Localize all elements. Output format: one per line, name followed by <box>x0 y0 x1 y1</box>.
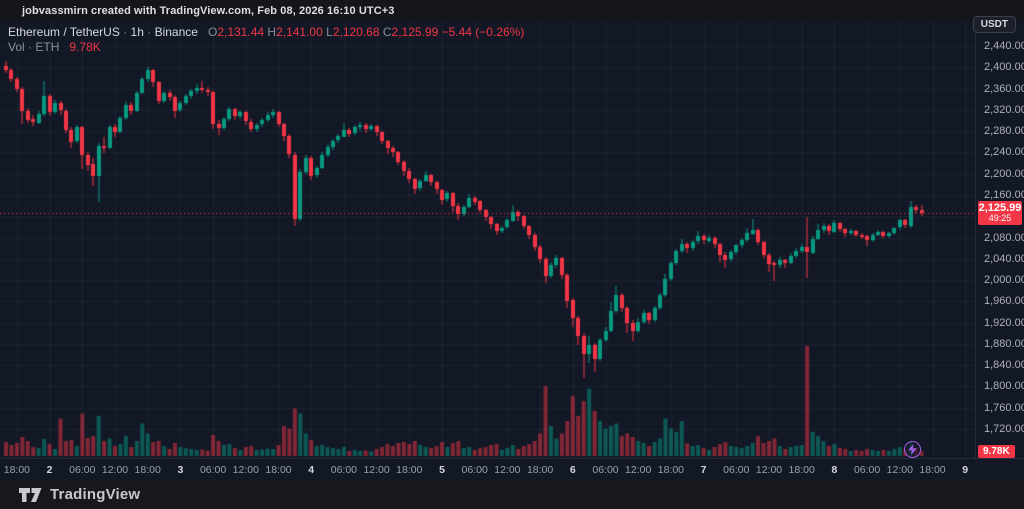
currency-unit-button[interactable]: USDT <box>972 16 1016 33</box>
time-tick-label: 12:00 <box>101 464 129 476</box>
time-tick-day-label: 8 <box>831 464 838 476</box>
interval-label[interactable]: 1h <box>130 25 144 39</box>
high-value: 2,141.00 <box>276 25 323 39</box>
close-label: C <box>382 25 392 39</box>
time-tick-label: 18:00 <box>396 464 423 476</box>
open-value: 2,131.44 <box>217 25 265 39</box>
time-tick-day-label: 4 <box>308 464 315 476</box>
price-tick-label: 2,040.00 <box>984 252 1024 265</box>
change-value: −5.44 (−0.26%) <box>441 25 525 39</box>
price-tick-label: 1,880.00 <box>984 337 1024 350</box>
price-tick-label: 2,360.00 <box>984 82 1024 95</box>
time-tick-day-label: 7 <box>700 464 707 476</box>
price-tick-label: 1,920.00 <box>984 316 1024 329</box>
attribution-bar: jobvassmirn created with TradingView.com… <box>0 0 1024 22</box>
time-tick-label: 12:00 <box>886 464 913 476</box>
close-value: 2,125.99 <box>391 25 439 39</box>
high-label: H <box>267 25 277 39</box>
price-tick-label: 1,960.00 <box>984 295 1024 308</box>
volume-value: 9.78K <box>69 40 101 54</box>
time-tick-label: 18:00 <box>265 464 292 476</box>
time-tick-label: 06:00 <box>199 464 227 476</box>
price-tick-label: 1,840.00 <box>984 359 1024 372</box>
price-tick-label: 2,440.00 <box>984 40 1024 52</box>
price-chart-canvas[interactable] <box>0 22 975 458</box>
open-label: O <box>207 25 218 39</box>
brand-bar: TradingView <box>0 480 1024 509</box>
attribution-text: jobvassmirn created with TradingView.com… <box>22 5 395 17</box>
time-tick-label: 12:00 <box>232 464 259 476</box>
price-tick-label: 2,000.00 <box>984 274 1024 287</box>
price-tick-label: 2,320.00 <box>984 103 1024 116</box>
time-tick-label: 06:00 <box>853 464 881 476</box>
time-tick-label: 06:00 <box>723 464 750 476</box>
last-price-label: 2,125.99 49:25 <box>978 201 1022 226</box>
legend-symbol-row: Ethereum / TetherUS · 1h · Binance O2,13… <box>8 25 525 39</box>
time-tick-label: 18:00 <box>134 464 161 476</box>
time-tick-label: 12:00 <box>494 464 521 476</box>
time-tick-label: 18:00 <box>657 464 685 476</box>
price-tick-label: 2,200.00 <box>984 167 1024 180</box>
legend-volume-row: Vol · ETH 9.78K <box>8 40 101 54</box>
price-tick-label: 2,080.00 <box>984 231 1024 244</box>
time-tick-label: 12:00 <box>625 464 652 476</box>
time-tick-day-label: 3 <box>177 464 184 476</box>
time-tick-label: 12:00 <box>755 464 783 476</box>
symbol-title[interactable]: Ethereum / TetherUS <box>8 25 120 39</box>
volume-asset: ETH <box>35 40 60 54</box>
low-value: 2,120.68 <box>332 25 380 39</box>
time-tick-label: 12:00 <box>363 464 390 476</box>
tradingview-logo[interactable]: TradingView <box>19 486 140 503</box>
time-tick-day-label: 2 <box>46 464 53 476</box>
time-tick-label: 18:00 <box>526 464 554 476</box>
price-tick-label: 1,720.00 <box>984 423 1024 435</box>
time-tick-day-label: 6 <box>569 464 576 476</box>
lightning-icon <box>907 444 917 455</box>
time-tick-label: 06:00 <box>461 464 488 476</box>
price-tick-label: 2,280.00 <box>984 125 1024 138</box>
tradingview-wordmark: TradingView <box>50 486 141 503</box>
price-tick-label: 2,160.00 <box>984 188 1024 201</box>
time-tick-label: 18:00 <box>919 464 946 476</box>
volume-label[interactable]: Vol <box>8 40 25 54</box>
time-tick-label: 18:00 <box>788 464 815 476</box>
time-axis[interactable]: 18:00 2 06:00 12:00 18:00 3 06:00 12:00 18:00 4 06… <box>0 458 1024 480</box>
price-tick-label: 1,800.00 <box>984 380 1024 393</box>
last-price-value: 2,125.99 <box>978 202 1022 215</box>
bar-countdown: 49:25 <box>988 213 1012 224</box>
exchange-label[interactable]: Binance <box>154 25 198 39</box>
time-tick-label: 06:00 <box>69 464 96 476</box>
chart-root: Ethereum / TetherUS · 1h · Binance O2,13… <box>0 16 1024 458</box>
chart-legend[interactable]: Ethereum / TetherUS · 1h · Binance O2,13… <box>8 25 524 54</box>
time-tick-day-label: 5 <box>439 464 445 476</box>
price-tick-label: 2,240.00 <box>984 146 1024 159</box>
quick-trade-lightning-button[interactable] <box>903 441 921 458</box>
price-tick-label: 1,760.00 <box>984 401 1024 414</box>
time-tick-label: 18:00 <box>3 464 31 476</box>
price-axis[interactable]: 2,125.99 49:25 9.78K 2,440.00 2,400.00 2,3… <box>975 22 1024 458</box>
price-tick-label: 2,400.00 <box>984 61 1024 74</box>
time-tick-label: 06:00 <box>592 464 619 476</box>
low-label: L <box>326 25 333 39</box>
tradingview-logo-icon <box>19 487 42 502</box>
time-tick-label: 06:00 <box>330 464 358 476</box>
time-tick-day-label: 9 <box>962 464 969 476</box>
volume-axis-label: 9.78K <box>978 445 1015 458</box>
